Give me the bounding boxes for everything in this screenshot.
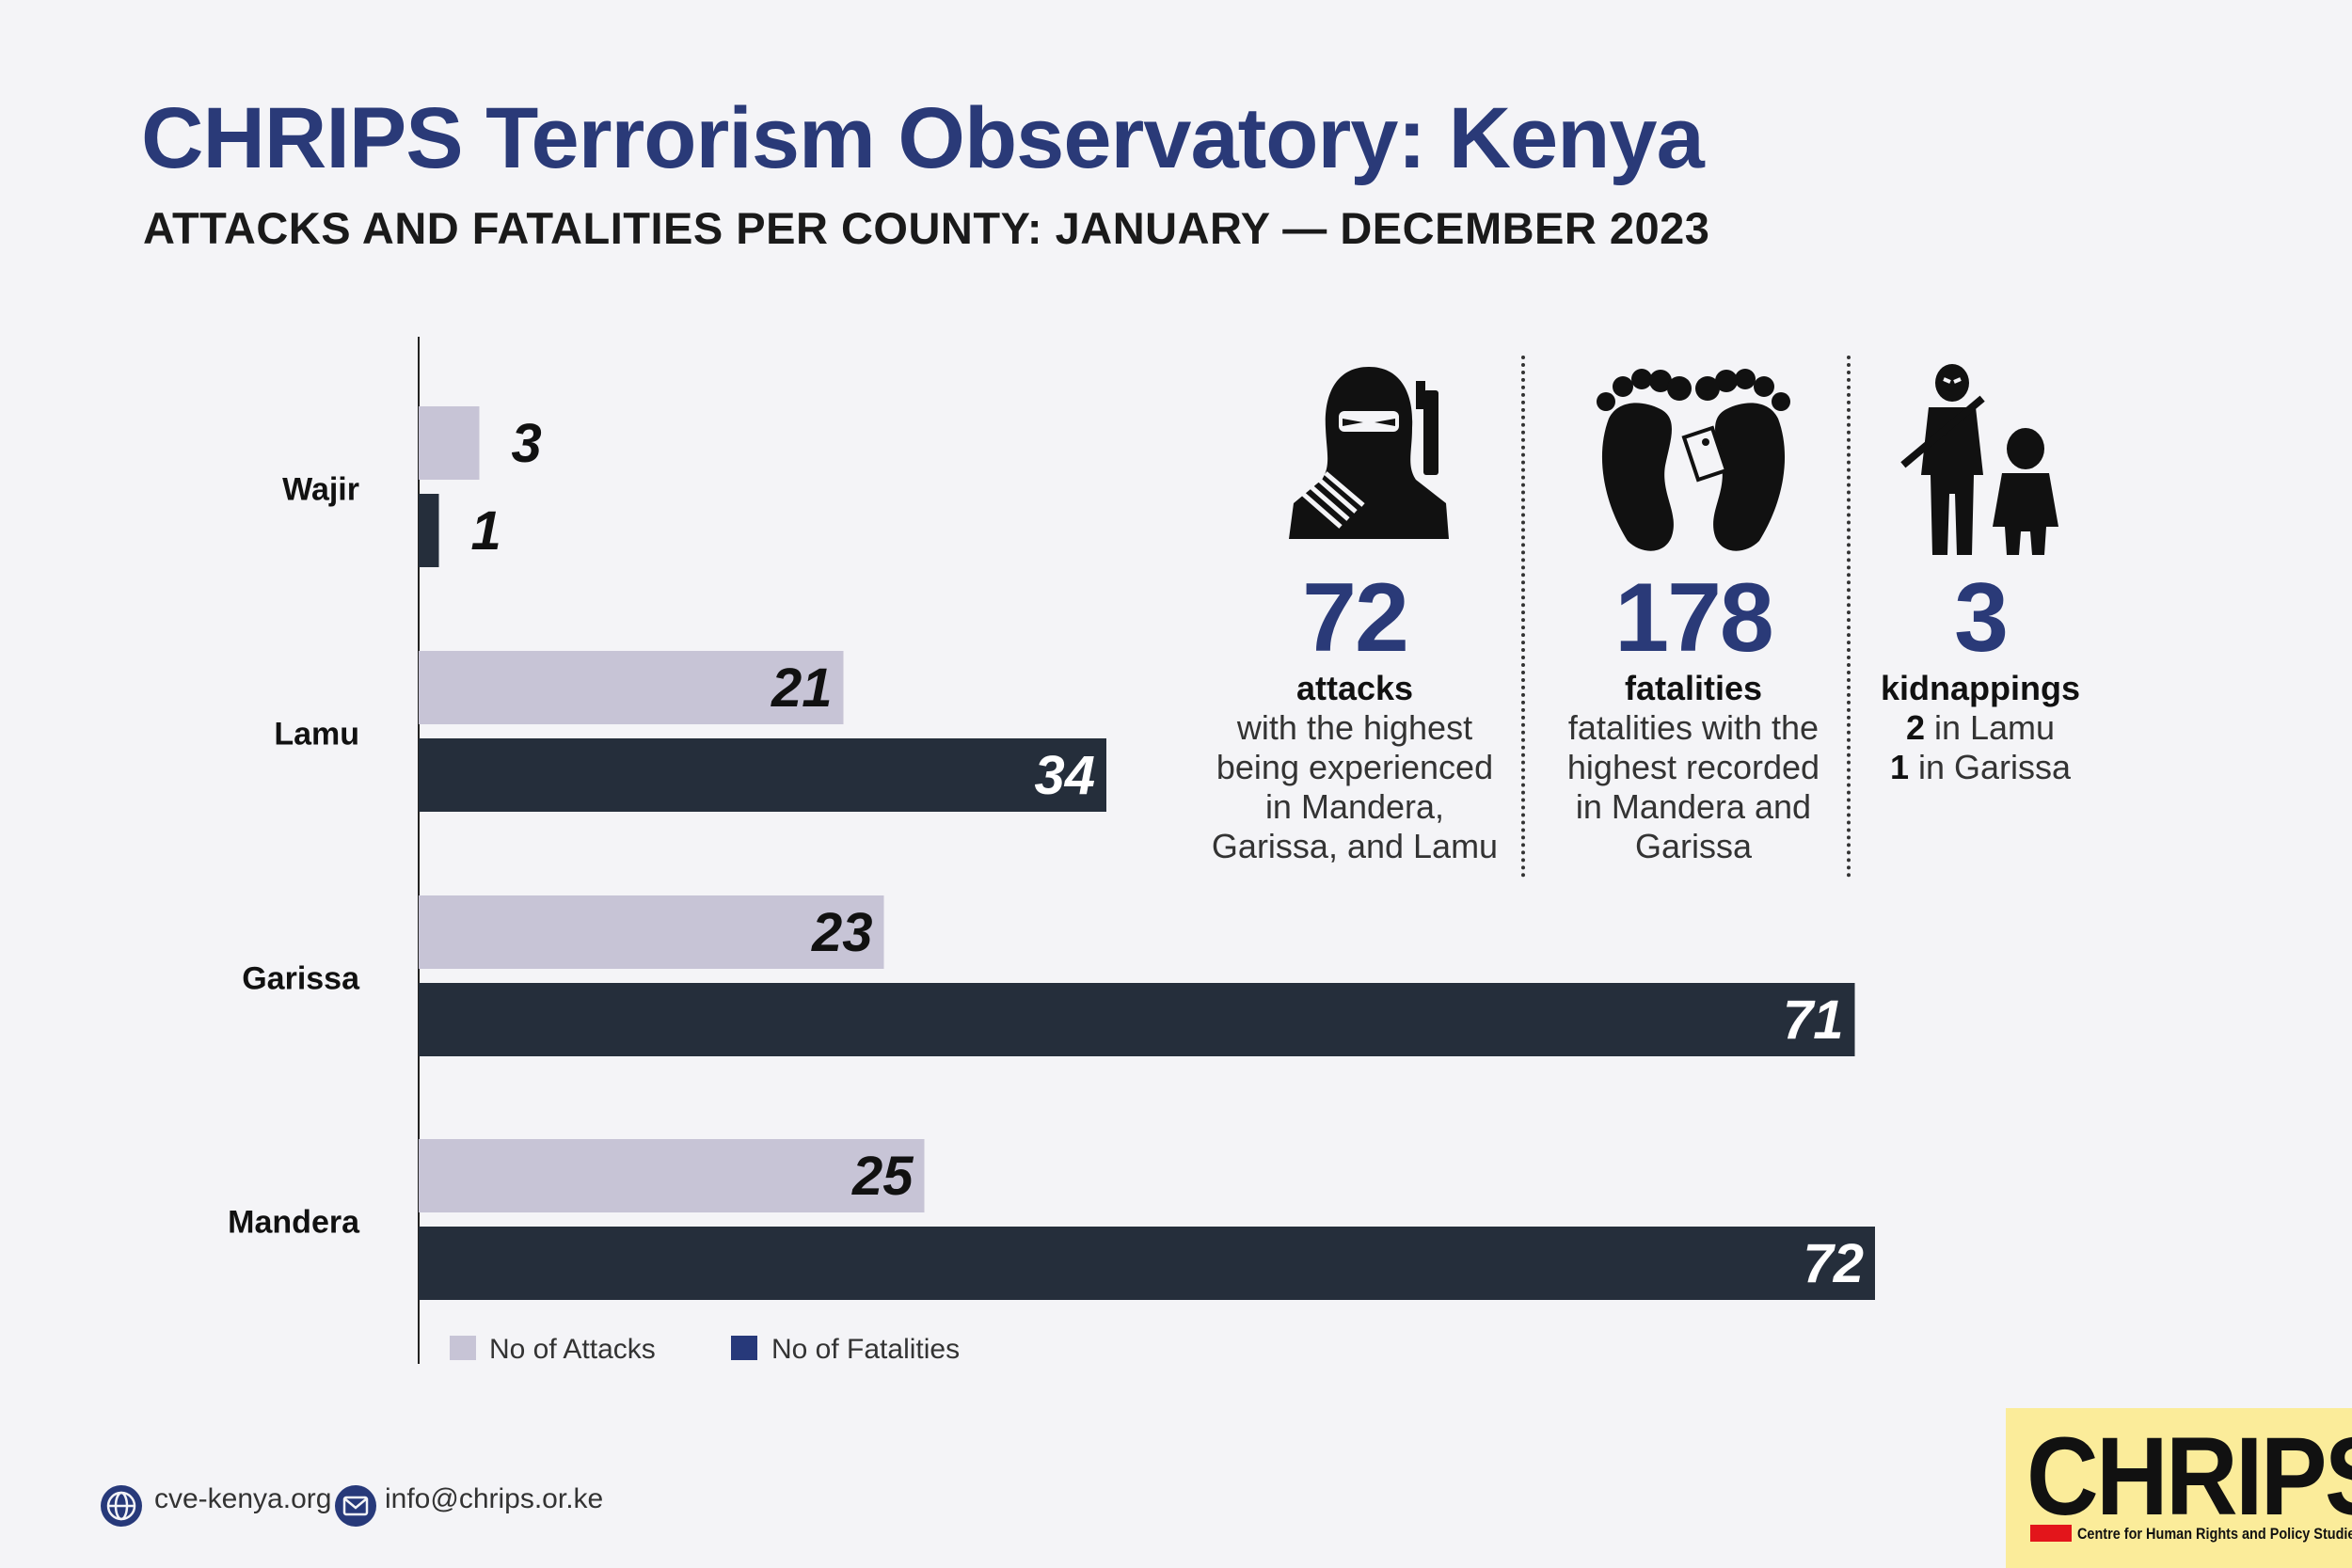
stat-attacks-line-3: in Mandera,	[1264, 787, 1445, 826]
mail-icon	[334, 1484, 377, 1528]
stat-kidnappings-detail-1-num: 2	[1905, 708, 1925, 747]
kidnapper-icon	[1891, 362, 2070, 560]
stat-kidnappings: 3 kidnappings 2 in Lamu 1 in Garissa	[1858, 569, 2103, 787]
globe-icon	[100, 1484, 143, 1528]
bar-fatalities	[419, 494, 439, 567]
category-label: Garissa	[242, 961, 360, 997]
legend-swatch-fatalities	[731, 1336, 757, 1360]
stat-fatalities-label: fatalities	[1624, 669, 1763, 707]
stat-fatalities-line-3: in Mandera and	[1575, 787, 1812, 826]
stat-kidnappings-detail-2: 1 in Garissa	[1858, 748, 2103, 787]
data-label: 72	[1803, 1233, 1864, 1294]
data-label: 21	[771, 657, 833, 719]
category-label: Wajir	[282, 472, 359, 508]
stat-fatalities-value: 178	[1614, 563, 1774, 673]
stat-kidnappings-value: 3	[1954, 563, 2009, 673]
stat-kidnappings-detail-2-num: 1	[1889, 748, 1909, 786]
bar-attacks	[419, 1139, 925, 1212]
data-label: 34	[1034, 745, 1095, 806]
bar-attacks	[419, 895, 884, 969]
data-label: 1	[471, 500, 501, 562]
stat-attacks-line-2: being experienced	[1216, 748, 1494, 786]
stat-attacks: 72 attacks with the highest being experi…	[1195, 569, 1515, 866]
category-label: Lamu	[274, 717, 359, 752]
legend-swatch-attacks	[450, 1336, 476, 1360]
data-label: 25	[851, 1146, 914, 1207]
page-title: CHRIPS Terrorism Observatory: Kenya	[141, 90, 1705, 186]
category-label: Mandera	[228, 1205, 360, 1241]
stat-kidnappings-label: kidnappings	[1880, 669, 2080, 707]
stat-kidnappings-detail-1: 2 in Lamu	[1858, 708, 2103, 748]
stat-attacks-line-4: Garissa, and Lamu	[1211, 827, 1499, 865]
footer-email[interactable]: info@chrips.or.ke	[385, 1483, 604, 1514]
feet-tag-icon	[1585, 362, 1802, 560]
militant-icon	[1284, 362, 1454, 541]
logo-wordmark: CHRIPS	[2026, 1415, 2352, 1539]
stat-fatalities-line-1: fatalities with the	[1567, 708, 1820, 747]
chrips-logo: CHRIPS Centre for Human Rights and Polic…	[2006, 1408, 2352, 1568]
data-label: 23	[811, 902, 873, 963]
bar-attacks	[419, 406, 480, 480]
stat-divider-2	[1847, 356, 1851, 878]
logo-tagline: Centre for Human Rights and Policy Studi…	[2077, 1525, 2352, 1543]
bar-fatalities	[419, 983, 1855, 1056]
footer-website[interactable]: cve-kenya.org	[154, 1483, 332, 1514]
data-label: 3	[512, 413, 542, 474]
stat-fatalities: 178 fatalities fatalities with the highe…	[1534, 569, 1853, 866]
bar-fatalities	[419, 738, 1106, 812]
stat-kidnappings-detail-2-text: in Garissa	[1908, 748, 2072, 786]
page-subtitle: ATTACKS AND FATALITIES PER COUNTY: JANUA…	[143, 203, 1710, 253]
legend-label-attacks: No of Attacks	[489, 1334, 656, 1365]
stat-attacks-value: 72	[1302, 563, 1409, 673]
bar-fatalities	[419, 1227, 1875, 1300]
logo-red-bar	[2030, 1525, 2072, 1542]
stat-kidnappings-detail-1-text: in Lamu	[1924, 708, 2056, 747]
stat-attacks-label: attacks	[1295, 669, 1414, 707]
stat-attacks-line-1: with the highest	[1236, 708, 1473, 747]
data-label: 71	[1783, 990, 1844, 1051]
legend-label-fatalities: No of Fatalities	[771, 1334, 961, 1365]
stat-fatalities-line-2: highest recorded	[1566, 748, 1820, 786]
stat-fatalities-line-4: Garissa	[1634, 827, 1753, 865]
bar-attacks	[419, 651, 844, 724]
stat-divider-1	[1521, 356, 1525, 878]
